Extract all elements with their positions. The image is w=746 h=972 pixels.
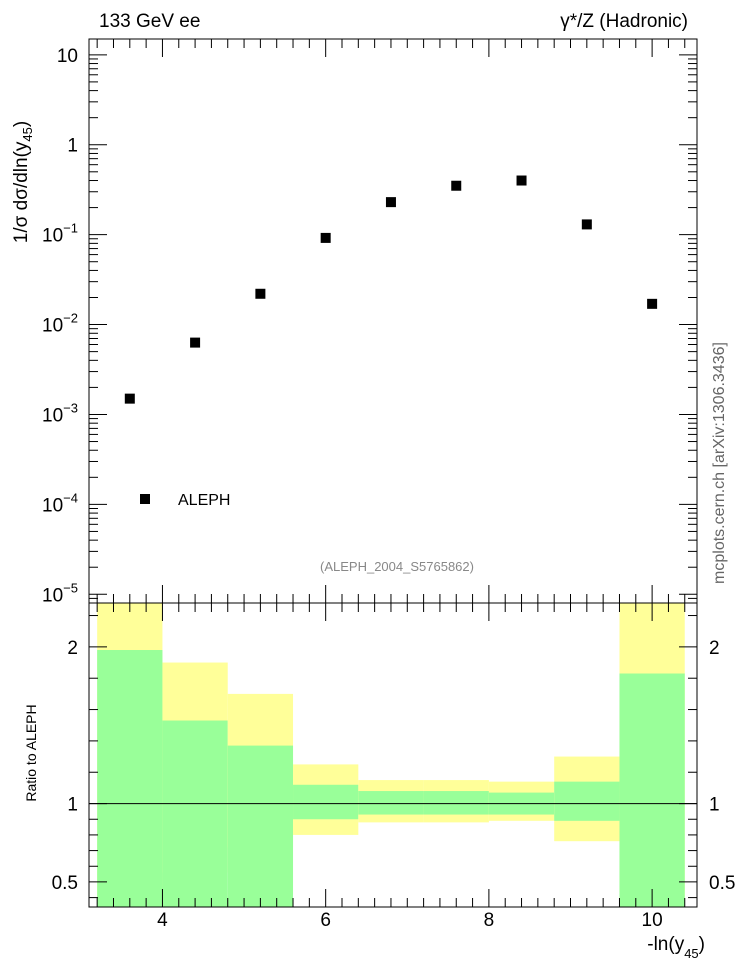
ratio-green-band [293, 784, 359, 820]
main-axis-ticks [89, 39, 697, 604]
ratio-green-band [162, 720, 228, 907]
main-y-tick-label: 10−5 [42, 580, 78, 606]
svg-text:1/σ dσ/dln(y45): 1/σ dσ/dln(y45) [11, 121, 35, 243]
data-point [451, 180, 462, 191]
ratio-green-band [423, 791, 489, 815]
data-point [190, 337, 201, 348]
main-y-tick-label: 10−3 [42, 400, 78, 426]
ratio-green-band [619, 673, 685, 907]
legend: ALEPH [140, 492, 230, 509]
data-point [124, 393, 135, 404]
ratio-plot: 0.5 0.5 1 1 2 2 4 6 8 10 Ratio to ALEPH -ln(y45) [23, 602, 736, 961]
data-point [581, 219, 592, 230]
data-point [385, 197, 396, 208]
ratio-y-axis-label: Ratio to ALEPH [23, 704, 39, 801]
ratio-green-band [554, 781, 620, 821]
header-left-label: 133 GeV ee [99, 11, 200, 32]
ratio-green-band [97, 650, 163, 907]
ratio-y-tick-label-left: 2 [67, 638, 78, 659]
ratio-y-tick-label-left: 1 [67, 795, 78, 816]
x-tick-label: 6 [320, 910, 331, 931]
analysis-label: (ALEPH_2004_S5765862) [320, 559, 474, 574]
main-data-points [124, 175, 658, 404]
x-tick-label: 10 [642, 910, 663, 931]
data-point [647, 298, 658, 309]
main-y-tick-label: 10−1 [42, 221, 78, 247]
data-point [516, 175, 527, 186]
x-tick-label: 8 [484, 910, 495, 931]
main-y-tick-label: 1 [67, 136, 78, 157]
ratio-y-tick-label-right: 0.5 [709, 873, 735, 894]
header-right-label: γ*/Z (Hadronic) [560, 11, 688, 32]
data-point [320, 232, 331, 243]
main-y-tick-label: 10−4 [42, 490, 78, 516]
ratio-y-tick-label-left: 0.5 [52, 873, 78, 894]
main-y-tick-labels: 10 1 10−1 10−2 10−3 10−4 10−5 [42, 46, 78, 606]
ratio-bands [97, 603, 685, 907]
x-axis-label: -ln(y45) [647, 934, 705, 961]
ratio-green-band [227, 745, 294, 907]
ratio-tick-labels: 0.5 0.5 1 1 2 2 4 6 8 10 [52, 638, 736, 931]
ratio-plot-frame [88, 602, 698, 908]
main-plot-frame [88, 38, 698, 604]
ratio-green-band [358, 791, 424, 815]
side-label: mcplots.cern.ch [arXiv:1306.3436] [711, 342, 728, 584]
main-y-tick-label: 10 [57, 46, 78, 67]
ratio-y-tick-label-right: 2 [709, 638, 720, 659]
ratio-y-tick-label-right: 1 [709, 795, 720, 816]
main-y-tick-label: 10−2 [42, 311, 78, 337]
data-point [255, 288, 266, 299]
ratio-axis-ticks [89, 603, 697, 907]
legend-entry-aleph: ALEPH [178, 492, 230, 509]
x-tick-label: 4 [157, 910, 168, 931]
main-y-axis-label: 1/σ dσ/dln(y45) [11, 121, 35, 243]
legend-marker [140, 494, 150, 504]
